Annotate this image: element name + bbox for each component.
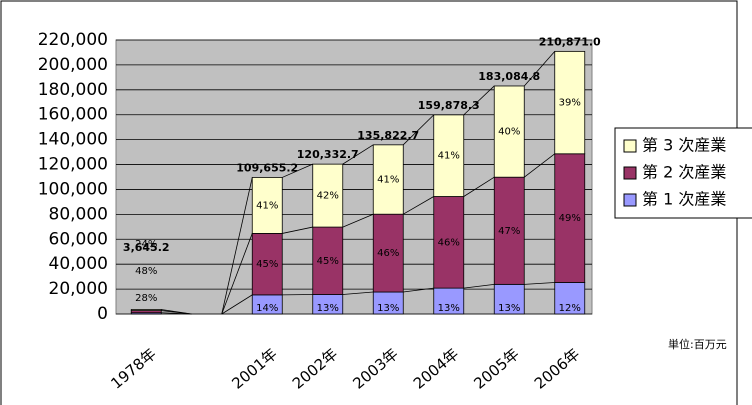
legend-box bbox=[614, 127, 752, 219]
series-line bbox=[221, 294, 253, 315]
share-label: 45% bbox=[317, 256, 339, 267]
bar-segment bbox=[554, 282, 586, 315]
y-tick-label: 140,000 bbox=[38, 130, 108, 150]
bar-segment bbox=[554, 153, 586, 283]
share-label: 46% bbox=[438, 237, 460, 248]
total-label: 109,655.2 bbox=[236, 161, 298, 174]
total-label: 183,084.8 bbox=[478, 70, 540, 83]
bar-segment bbox=[251, 177, 283, 234]
share-label: 24% bbox=[135, 239, 157, 250]
bar-segment bbox=[493, 85, 525, 178]
bar-segment bbox=[433, 287, 465, 315]
series-line bbox=[221, 233, 253, 315]
y-tick-label: 60,000 bbox=[49, 229, 108, 249]
series-line bbox=[463, 176, 495, 197]
legend-swatch bbox=[623, 139, 637, 153]
bar-segment bbox=[493, 283, 525, 315]
share-label: 13% bbox=[377, 303, 399, 314]
y-tick-label: 180,000 bbox=[38, 80, 108, 100]
bar-segment bbox=[312, 163, 344, 228]
series-line bbox=[463, 283, 495, 289]
bar-segment bbox=[433, 114, 465, 197]
y-tick-label: 20,000 bbox=[49, 279, 108, 299]
share-label: 13% bbox=[438, 303, 460, 314]
bar-segment bbox=[312, 226, 344, 295]
share-label: 42% bbox=[317, 191, 339, 202]
unit-note: 単位:百万元 bbox=[668, 337, 727, 351]
share-label: 28% bbox=[135, 293, 157, 304]
share-label: 41% bbox=[438, 151, 460, 162]
legend-label: 第 3 次産業 bbox=[642, 136, 726, 155]
bar-segment bbox=[493, 176, 525, 285]
y-tick-label: 200,000 bbox=[38, 55, 108, 75]
y-tick-label: 80,000 bbox=[49, 204, 108, 224]
y-tick-label: 120,000 bbox=[38, 155, 108, 175]
series-line bbox=[282, 226, 313, 234]
series-line bbox=[342, 213, 374, 228]
share-label: 40% bbox=[498, 127, 520, 138]
share-label: 13% bbox=[317, 303, 339, 314]
series-line bbox=[463, 85, 495, 116]
series-line bbox=[221, 177, 253, 315]
series-line bbox=[161, 309, 192, 315]
total-label: 3,645.2 bbox=[123, 241, 170, 254]
legend-swatch bbox=[623, 193, 637, 207]
series-line bbox=[402, 114, 435, 146]
total-label: 120,332.7 bbox=[297, 148, 359, 161]
share-label: 41% bbox=[377, 175, 399, 186]
share-label: 48% bbox=[135, 266, 157, 277]
share-label: 46% bbox=[377, 248, 399, 259]
y-tick-label: 0 bbox=[97, 304, 108, 324]
series-line bbox=[524, 282, 555, 285]
series-line bbox=[342, 291, 374, 295]
bar-segment bbox=[130, 309, 162, 311]
share-label: 14% bbox=[256, 303, 278, 314]
share-label: 49% bbox=[559, 213, 581, 224]
share-label: 45% bbox=[256, 259, 278, 270]
y-tick-label: 220,000 bbox=[38, 30, 108, 50]
share-label: 41% bbox=[256, 200, 278, 211]
series-line bbox=[342, 144, 374, 165]
series-line bbox=[282, 163, 313, 178]
total-label: 159,878.3 bbox=[418, 99, 480, 112]
series-line bbox=[523, 51, 556, 87]
legend-label: 第 1 次産業 bbox=[642, 190, 726, 209]
bar-segment bbox=[251, 233, 283, 296]
series-line bbox=[403, 287, 434, 293]
share-label: 39% bbox=[559, 98, 581, 109]
y-tick-label: 100,000 bbox=[38, 179, 108, 199]
series-line bbox=[524, 153, 555, 178]
share-label: 47% bbox=[498, 226, 520, 237]
share-label: 13% bbox=[498, 303, 520, 314]
bar-segment bbox=[372, 144, 404, 215]
y-tick-label: 40,000 bbox=[49, 254, 108, 274]
total-label: 210,871.0 bbox=[539, 35, 601, 48]
share-label: 12% bbox=[559, 303, 581, 314]
bar-segment bbox=[554, 50, 586, 155]
y-tick-label: 160,000 bbox=[38, 105, 108, 125]
series-line bbox=[403, 196, 434, 215]
bar-segment bbox=[372, 213, 404, 293]
total-label: 135,822.7 bbox=[357, 129, 419, 142]
legend-swatch bbox=[623, 166, 637, 180]
legend-label: 第 2 次産業 bbox=[642, 163, 726, 182]
